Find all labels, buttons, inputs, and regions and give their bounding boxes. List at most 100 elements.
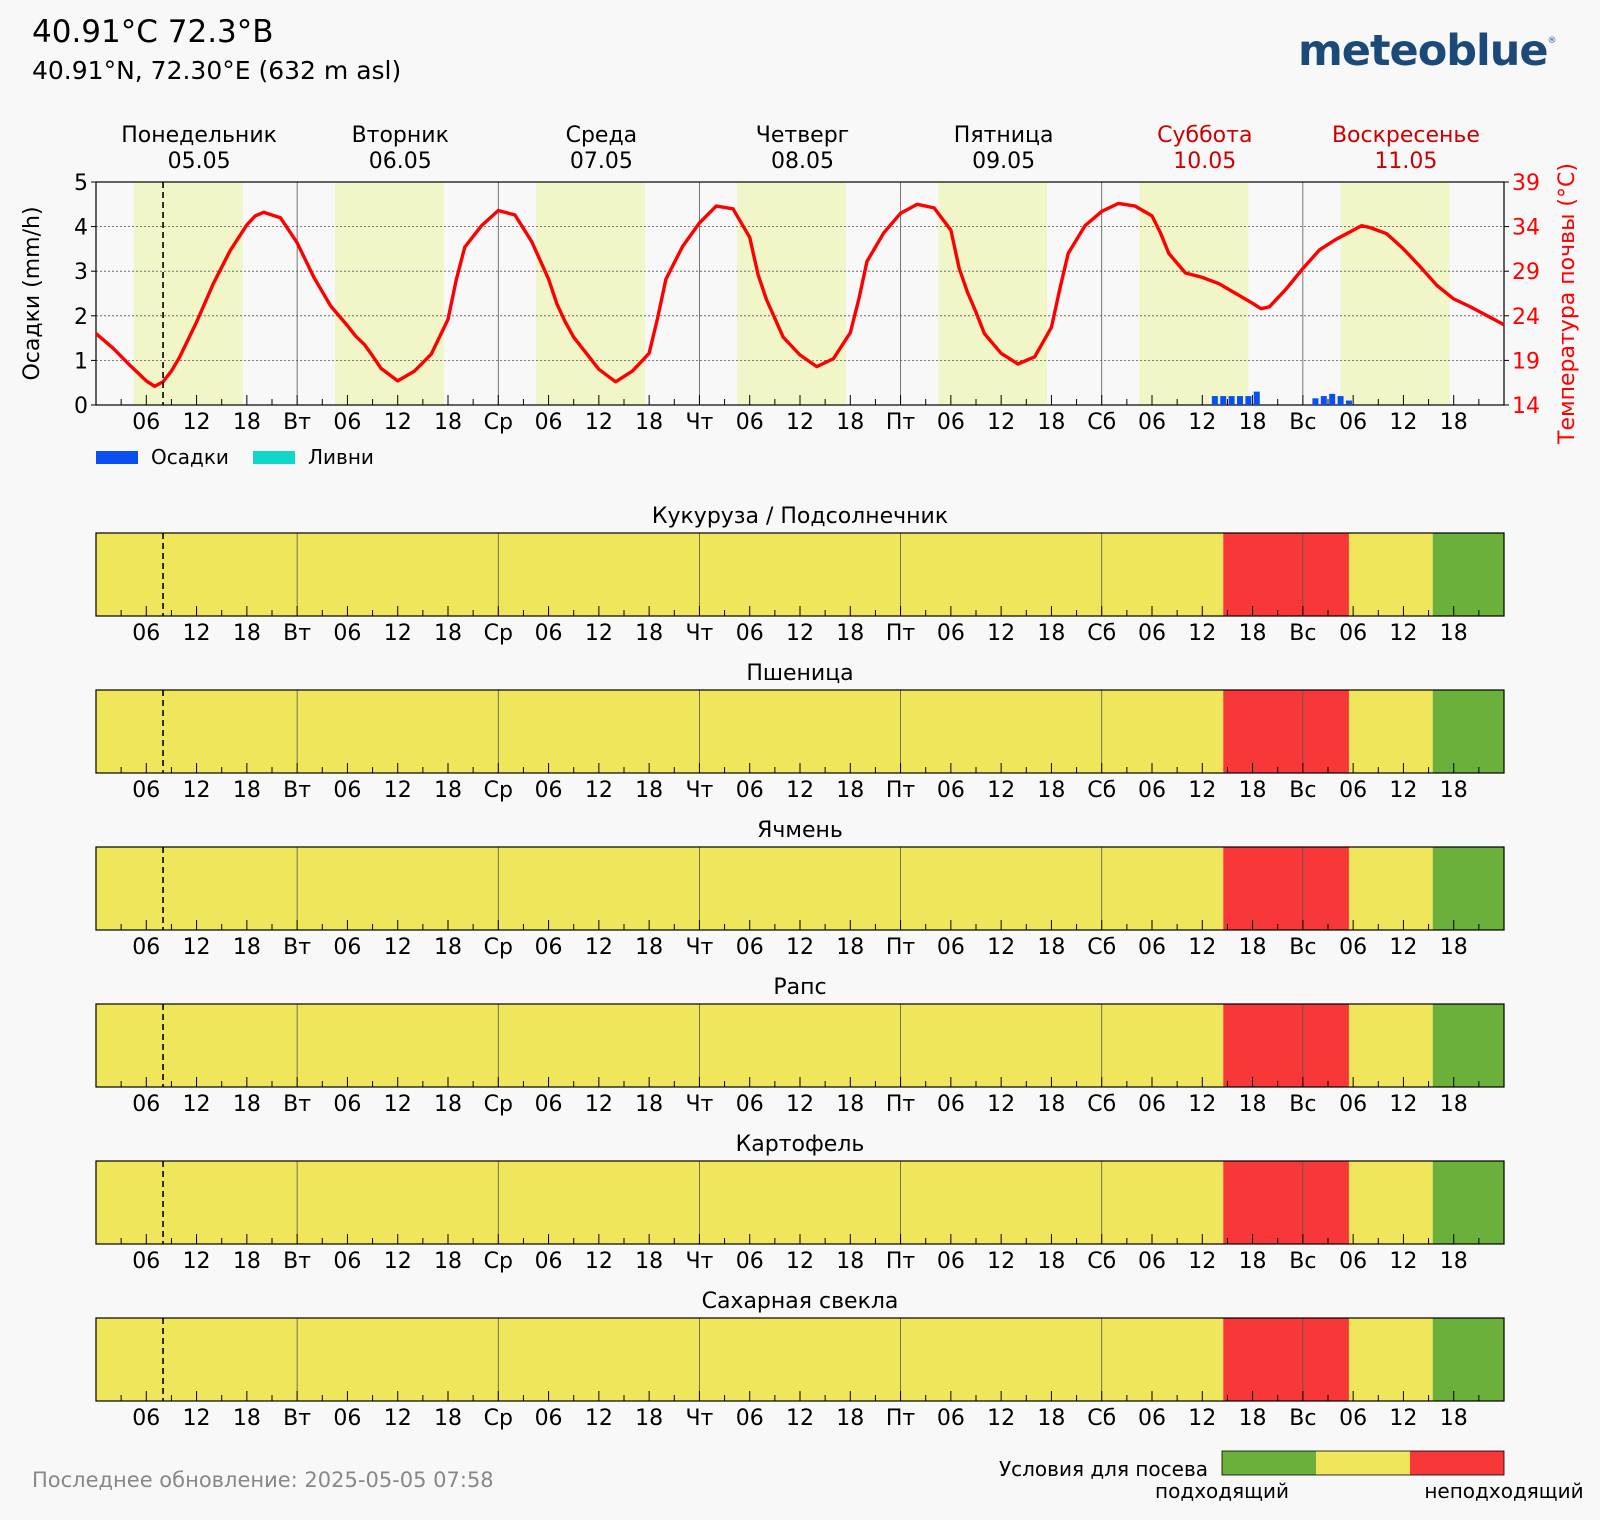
x-tick-label: Пт <box>886 778 916 803</box>
x-tick-label: Вт <box>283 778 311 803</box>
x-tick-label: Вс <box>1289 1092 1316 1117</box>
x-tick-label: Ср <box>484 1406 513 1431</box>
x-tick-label: Чт <box>685 1092 713 1117</box>
x-tick-label: 12 <box>987 621 1015 646</box>
sowing-legend-swatch <box>1316 1451 1410 1475</box>
x-tick-label: Вс <box>1289 935 1316 960</box>
x-tick-label: 06 <box>1138 621 1166 646</box>
x-tick-label: Пт <box>886 1249 916 1274</box>
x-tick-label: Вт <box>283 1092 311 1117</box>
sowing-condition-segment <box>1348 1318 1433 1401</box>
sowing-legend-swatch <box>1222 1451 1316 1475</box>
x-tick-label: 18 <box>1239 1406 1267 1431</box>
x-tick-label: Ср <box>484 621 513 646</box>
x-tick-label: 12 <box>987 778 1015 803</box>
x-tick-label: 18 <box>233 1406 261 1431</box>
x-tick-label: 18 <box>836 1406 864 1431</box>
x-tick-label: Сб <box>1087 621 1116 646</box>
x-tick-label: 06 <box>1339 778 1367 803</box>
x-tick-label: 12 <box>1188 410 1216 435</box>
logo-mark: ® <box>1547 36 1557 46</box>
x-tick-label: 06 <box>333 778 361 803</box>
x-tick-label: 12 <box>786 621 814 646</box>
y-tick-label-right: 19 <box>1512 349 1540 374</box>
sowing-legend-frame <box>1221 1450 1505 1476</box>
x-tick-label: 18 <box>836 1249 864 1274</box>
x-tick-label: 18 <box>836 1092 864 1117</box>
y-axis-label-left: Осадки (mm/h) <box>20 206 45 380</box>
sowing-condition-segment <box>1223 533 1349 616</box>
x-tick-label: Чт <box>685 1249 713 1274</box>
x-tick-label: 18 <box>233 1092 261 1117</box>
x-tick-label: 18 <box>434 410 462 435</box>
x-tick-label: 18 <box>1239 621 1267 646</box>
x-tick-label: 18 <box>434 621 462 646</box>
x-tick-label: Вт <box>283 1249 311 1274</box>
x-tick-label: 18 <box>1239 935 1267 960</box>
precipitation-bar <box>1312 398 1319 405</box>
daylight-band <box>737 182 847 405</box>
x-tick-label: 06 <box>736 1249 764 1274</box>
x-tick-label: 12 <box>786 1249 814 1274</box>
x-tick-label: 06 <box>333 935 361 960</box>
x-tick-label: 06 <box>736 1092 764 1117</box>
x-tick-label: 12 <box>1389 621 1417 646</box>
x-tick-label: Вс <box>1289 1406 1316 1431</box>
day-date: 09.05 <box>972 149 1035 174</box>
x-tick-label: 12 <box>585 1249 613 1274</box>
precipitation-bar <box>1320 396 1327 405</box>
x-tick-label: Вт <box>283 621 311 646</box>
precipitation-bar <box>1253 391 1260 405</box>
x-tick-label: 06 <box>132 778 160 803</box>
x-tick-label: Вс <box>1289 621 1316 646</box>
day-date: 08.05 <box>771 149 834 174</box>
x-tick-label: 12 <box>384 778 412 803</box>
x-tick-label: Ср <box>484 410 513 435</box>
x-tick-label: 18 <box>635 410 663 435</box>
x-tick-label: Сб <box>1087 778 1116 803</box>
x-tick-label: Пт <box>886 1092 916 1117</box>
x-tick-label: 06 <box>132 410 160 435</box>
x-tick-label: Вс <box>1289 410 1316 435</box>
x-tick-label: Ср <box>484 1249 513 1274</box>
x-tick-label: Сб <box>1087 1092 1116 1117</box>
x-tick-label: Пт <box>886 1406 916 1431</box>
x-tick-label: 06 <box>1138 410 1166 435</box>
x-tick-label: 12 <box>384 621 412 646</box>
x-tick-label: 06 <box>535 778 563 803</box>
x-tick-label: 06 <box>736 935 764 960</box>
y-tick-label-left: 0 <box>74 394 88 419</box>
soil-temperature-line <box>94 201 1505 388</box>
crop-title: Картофель <box>736 1132 865 1157</box>
y-tick-label-right: 34 <box>1512 216 1540 241</box>
sowing-condition-segment <box>1223 690 1349 773</box>
x-tick-label: 18 <box>1037 410 1065 435</box>
x-tick-label: 18 <box>635 935 663 960</box>
x-tick-label: 18 <box>635 1406 663 1431</box>
x-tick-label: 18 <box>836 410 864 435</box>
y-tick-label-right: 39 <box>1512 171 1540 196</box>
x-tick-label: 18 <box>1037 1406 1065 1431</box>
x-tick-label: Чт <box>685 778 713 803</box>
day-name: Понедельник <box>121 123 277 148</box>
meteoblue-logo[interactable]: meteoblue® <box>1298 26 1557 76</box>
x-tick-label: 18 <box>434 1249 462 1274</box>
day-name: Четверг <box>756 123 849 148</box>
x-tick-label: 18 <box>233 935 261 960</box>
x-tick-label: 06 <box>937 1406 965 1431</box>
x-tick-label: 18 <box>1239 1092 1267 1117</box>
day-name: Суббота <box>1157 123 1252 148</box>
x-tick-label: 12 <box>384 1092 412 1117</box>
x-tick-label: 12 <box>987 1406 1015 1431</box>
last-update-text: Последнее обновление: 2025-05-05 07:58 <box>32 1468 494 1492</box>
x-tick-label: 06 <box>535 410 563 435</box>
sowing-condition-segment <box>1223 847 1349 930</box>
x-tick-label: Пт <box>886 621 916 646</box>
x-tick-label: 12 <box>183 778 211 803</box>
sowing-condition-segment <box>1223 1161 1349 1244</box>
x-tick-label: 12 <box>183 1249 211 1274</box>
x-tick-label: 12 <box>1389 935 1417 960</box>
legend-swatch <box>253 451 295 464</box>
x-tick-label: 18 <box>1440 1249 1468 1274</box>
